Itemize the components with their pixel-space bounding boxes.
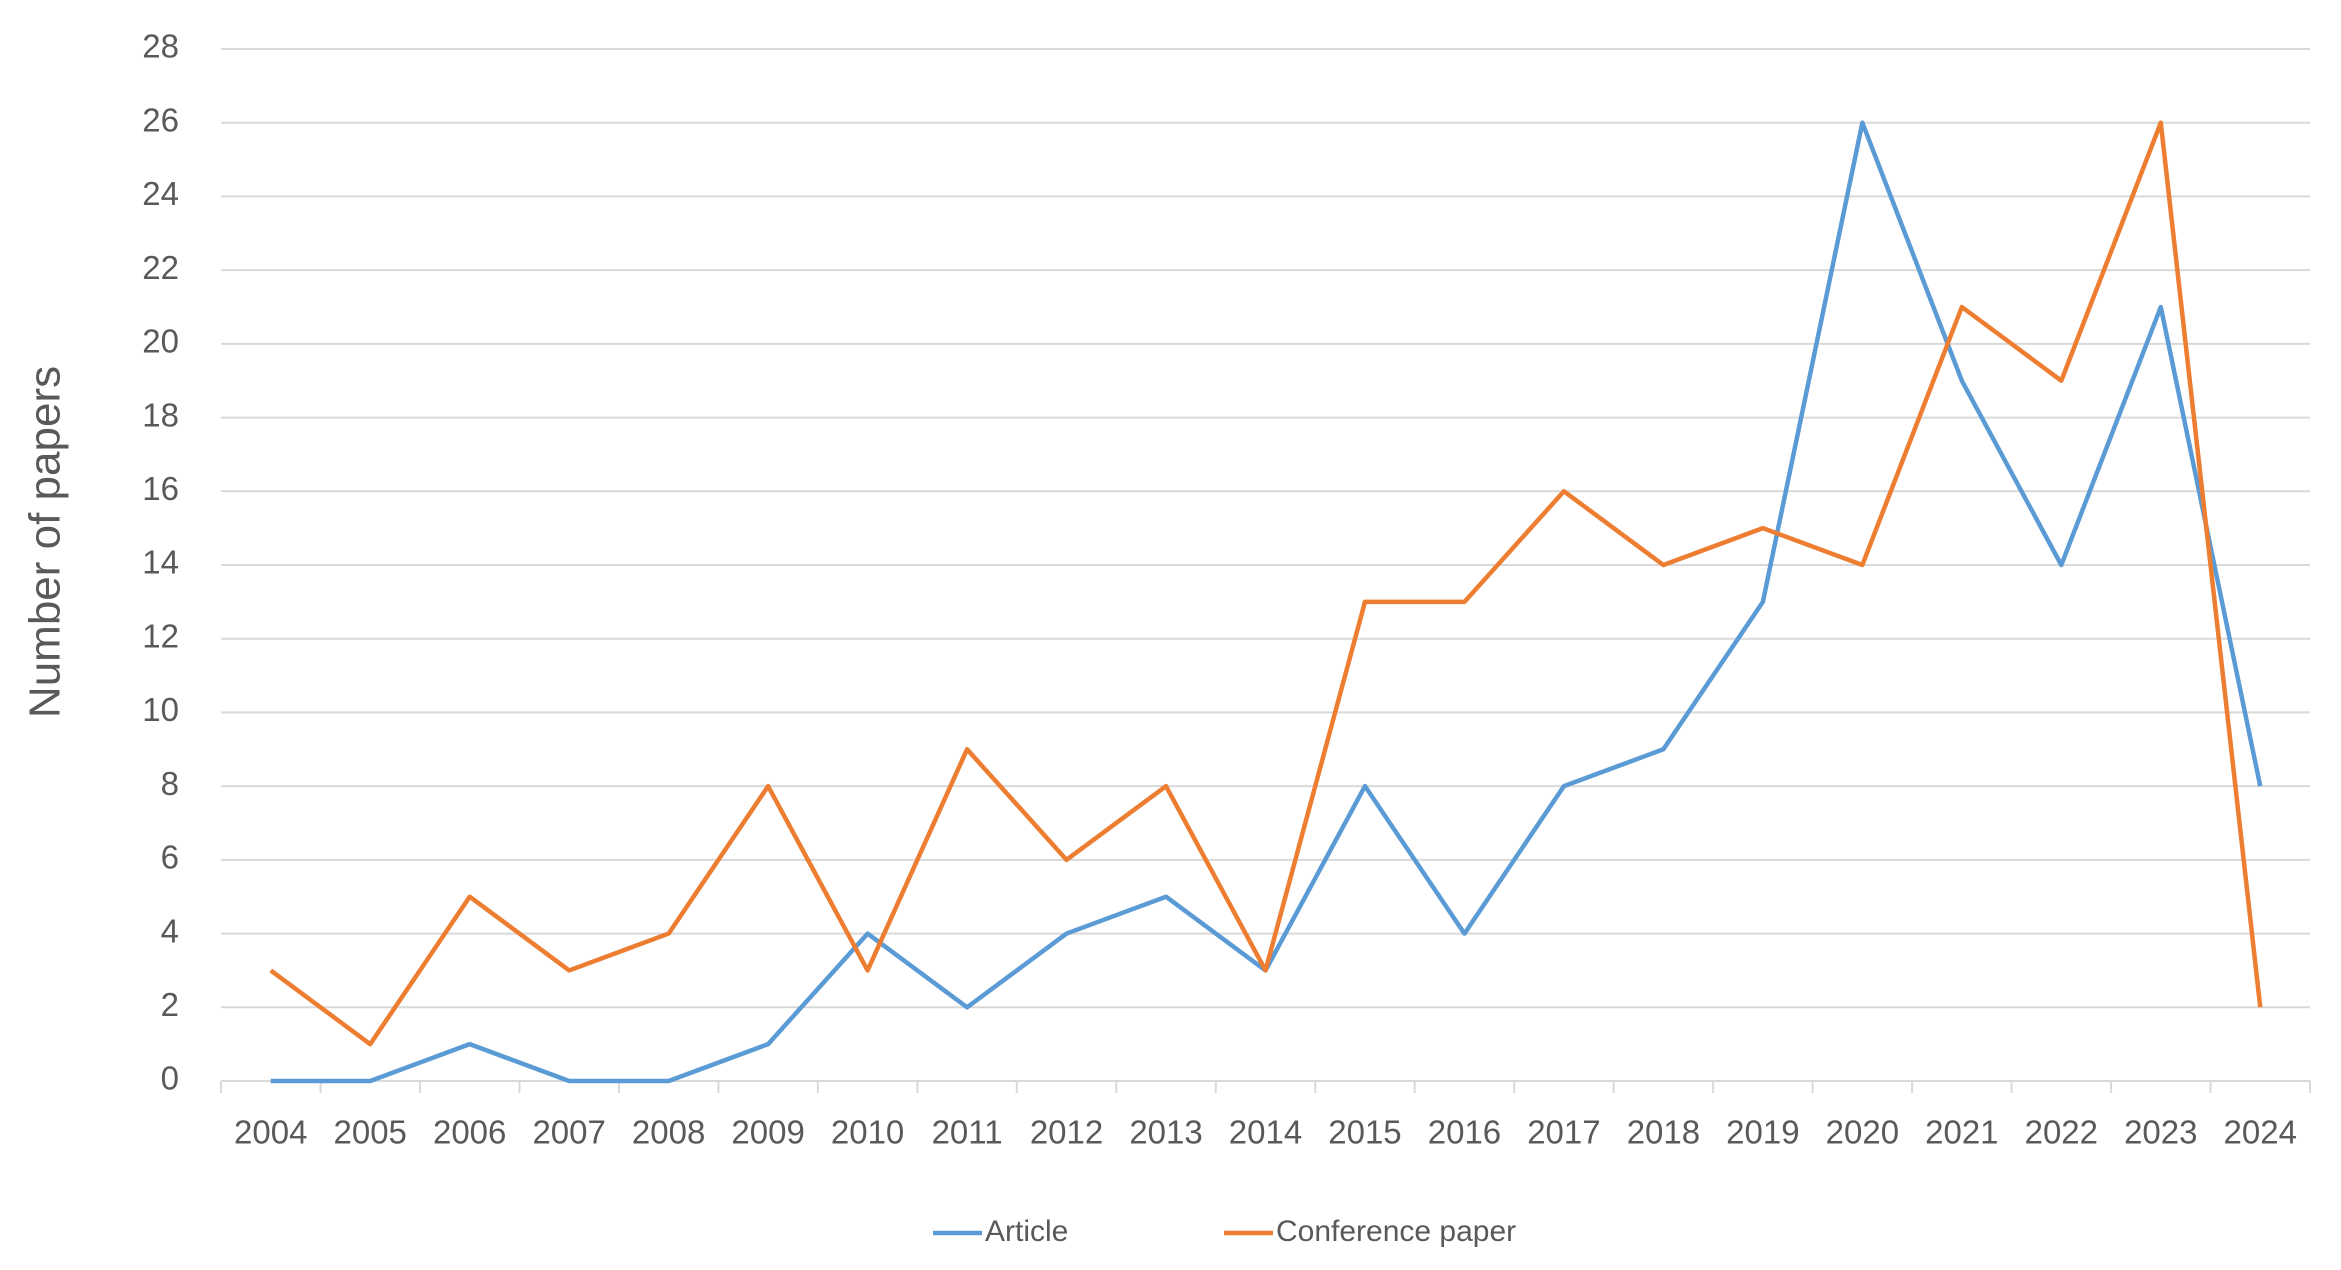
y-tick-label: 0 [161, 1060, 179, 1097]
x-tick-label: 2014 [1229, 1114, 1302, 1151]
x-tick-label: 2006 [433, 1114, 506, 1151]
y-tick-label: 16 [142, 470, 179, 507]
x-tick-label: 2024 [2224, 1114, 2297, 1151]
x-tick-label: 2009 [731, 1114, 804, 1151]
legend-label: Conference paper [1276, 1215, 1516, 1248]
x-tick-label: 2012 [1030, 1114, 1103, 1151]
x-tick-label: 2007 [532, 1114, 605, 1151]
series-line [269, 120, 2263, 1047]
x-tick-label: 2022 [2025, 1114, 2098, 1151]
series-line [270, 120, 2263, 1084]
x-tick-label: 2011 [932, 1114, 1003, 1151]
y-tick-label: 8 [161, 765, 179, 802]
x-tick-label: 2018 [1627, 1114, 1700, 1151]
x-tick-label: 2021 [1925, 1114, 1998, 1151]
x-tick-label: 2013 [1129, 1114, 1202, 1151]
x-tick-label: 2008 [632, 1114, 705, 1151]
y-tick-label: 20 [142, 323, 179, 360]
y-tick-label: 6 [161, 839, 179, 876]
y-tick-label: 18 [142, 396, 179, 433]
y-tick-label: 4 [161, 912, 179, 949]
x-tick-label: 2005 [334, 1114, 407, 1151]
y-axis-title: Number of papers [21, 366, 70, 718]
y-tick-label: 10 [142, 691, 179, 728]
x-tick-label: 2019 [1726, 1114, 1799, 1151]
y-tick-label: 2 [161, 986, 179, 1023]
y-tick-label: 12 [142, 617, 179, 654]
x-tick-label: 2023 [2124, 1114, 2197, 1151]
x-tick-label: 2010 [831, 1114, 904, 1151]
y-tick-label: 22 [142, 249, 179, 286]
y-tick-label: 14 [142, 544, 179, 581]
y-tick-label: 28 [142, 28, 179, 65]
x-tick-label: 2017 [1527, 1114, 1600, 1151]
legend-label: Article [985, 1215, 1068, 1248]
x-tick-label: 2004 [234, 1114, 307, 1151]
x-tick-label: 2015 [1328, 1114, 1401, 1151]
x-tick-label: 2020 [1826, 1114, 1899, 1151]
x-tick-label: 2016 [1428, 1114, 1501, 1151]
y-tick-label: 24 [142, 175, 179, 212]
y-tick-label: 26 [142, 101, 179, 138]
